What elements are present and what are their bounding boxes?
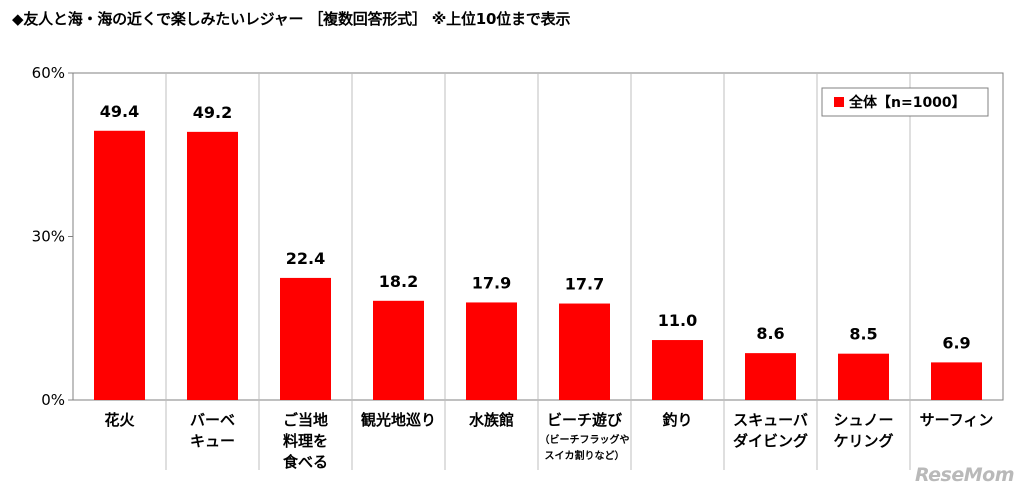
- data-label: 49.2: [193, 103, 232, 122]
- data-label: 18.2: [379, 272, 418, 291]
- data-label: 17.9: [472, 273, 511, 292]
- bar: [931, 362, 982, 400]
- bar: [94, 130, 145, 400]
- data-label: 22.4: [286, 249, 325, 268]
- x-tick-label: 釣り: [662, 411, 692, 429]
- x-tick-label: バーベ: [190, 411, 235, 429]
- x-tick-label: ご当地: [283, 411, 328, 429]
- data-label: 8.6: [756, 324, 784, 343]
- x-tick-sublabel: （ビーチフラッグや: [540, 433, 630, 446]
- data-label: 6.9: [942, 333, 970, 352]
- x-tick-label: 観光地巡り: [361, 411, 436, 429]
- x-tick-label: 食べる: [283, 453, 328, 471]
- legend-swatch: [834, 97, 844, 107]
- x-tick-label: ダイビング: [733, 432, 808, 450]
- x-tick-label: 水族館: [469, 411, 514, 429]
- data-label: 11.0: [658, 311, 697, 330]
- x-tick-label: 料理を: [283, 432, 328, 450]
- data-label: 17.7: [565, 275, 604, 294]
- bar: [559, 303, 610, 400]
- bar: [745, 353, 796, 400]
- bar: [187, 131, 238, 401]
- x-tick-label: 花火: [104, 411, 135, 429]
- x-tick-label: サーフィン: [920, 411, 994, 429]
- x-tick-label: ビーチ遊び: [547, 411, 622, 429]
- y-tick-label: 60%: [32, 64, 65, 82]
- bar: [373, 300, 424, 400]
- data-label: 49.4: [100, 102, 139, 121]
- x-tick-sublabel: スイカ割りなど）: [545, 449, 625, 462]
- chart-title: ◆友人と海・海の近くで楽しみたいレジャー ［複数回答形式］ ※上位10位まで表示: [12, 10, 571, 28]
- bar: [466, 302, 517, 400]
- x-tick-label: キュー: [190, 432, 235, 450]
- y-tick-label: 30%: [32, 228, 65, 246]
- legend-label: 全体【n=1000】: [848, 94, 966, 111]
- watermark-logo: ReseMom: [914, 464, 1015, 486]
- y-tick-label: 0%: [41, 391, 65, 409]
- x-tick-label: スキューバ: [733, 411, 808, 429]
- bar: [838, 353, 889, 400]
- data-label: 8.5: [849, 325, 877, 344]
- bar: [652, 340, 703, 400]
- x-tick-label: ケリング: [833, 432, 893, 450]
- bar: [280, 277, 331, 400]
- legend-box: [821, 87, 989, 117]
- x-tick-label: シュノー: [833, 411, 893, 429]
